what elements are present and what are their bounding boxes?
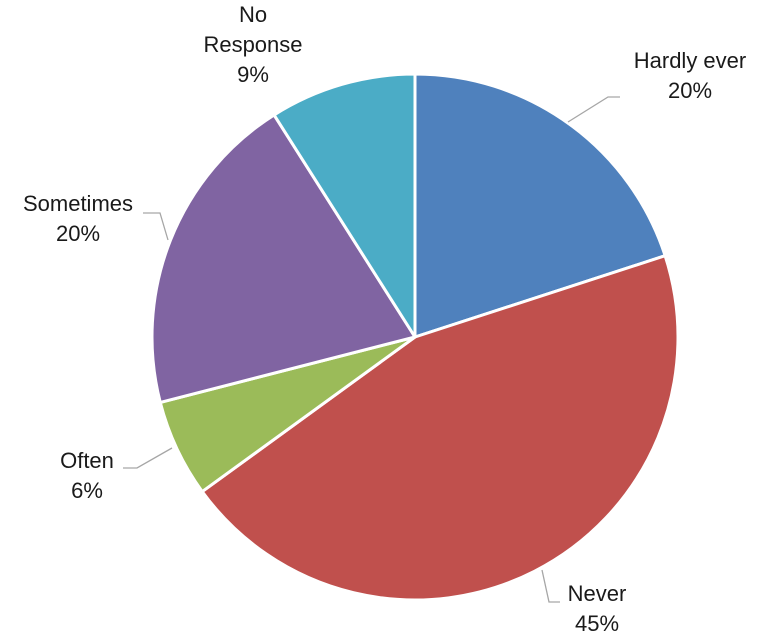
pie-slice-no-response [272, 72, 417, 339]
data-label-category: No [239, 2, 267, 27]
pie-slice-hardly-ever [413, 72, 667, 339]
data-label-category: Sometimes [23, 191, 133, 216]
data-label-percent: 9% [237, 62, 269, 87]
data-label-category: Response [203, 32, 302, 57]
data-label-never: Never 45% [568, 581, 627, 636]
data-label-no-response: No Response 9% [203, 2, 302, 87]
data-label-often: Often 6% [60, 448, 114, 503]
pie-slice-never [200, 254, 680, 602]
data-label-percent: 20% [56, 221, 100, 246]
slices-layer [150, 72, 680, 602]
leader-line-never [541, 569, 560, 603]
data-label-percent: 6% [71, 478, 103, 503]
leader-lines-layer [123, 96, 620, 603]
pie-slice-sometimes [150, 113, 417, 404]
data-label-category: Never [568, 581, 627, 606]
leader-line-often [123, 447, 173, 469]
data-label-hardly-ever: Hardly ever 20% [634, 48, 746, 103]
data-labels-layer: Hardly ever 20% Never 45% Often 6% Sometimes 20… [23, 2, 746, 636]
leader-line-hardly-ever [567, 96, 620, 123]
leader-line-sometimes [143, 212, 169, 241]
data-label-percent: 20% [668, 78, 712, 103]
data-label-sometimes: Sometimes 20% [23, 191, 133, 246]
data-label-category: Hardly ever [634, 48, 746, 73]
data-label-category: Often [60, 448, 114, 473]
data-label-percent: 45% [575, 611, 619, 636]
